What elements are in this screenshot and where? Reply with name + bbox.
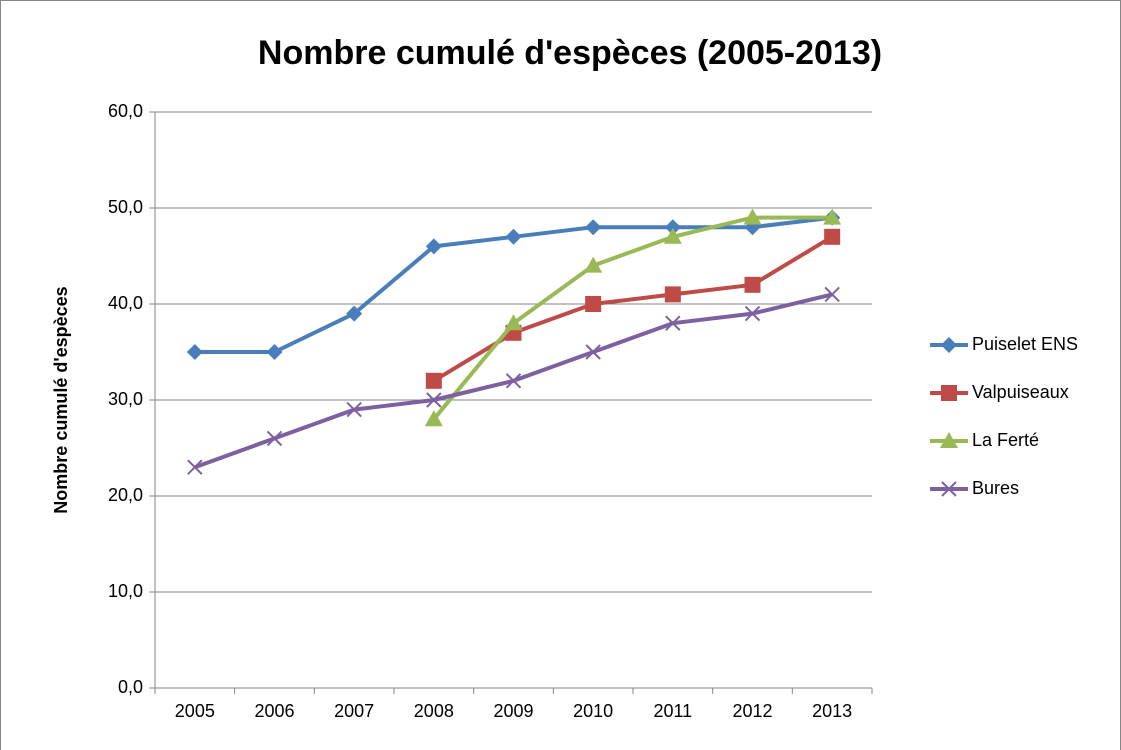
marker	[187, 459, 203, 475]
marker	[266, 344, 283, 360]
marker	[424, 410, 443, 427]
legend-marker	[941, 481, 957, 497]
marker	[425, 372, 442, 389]
y-tick-label: 0,0	[118, 677, 143, 697]
marker	[426, 392, 442, 408]
x-tick-label: 2006	[254, 701, 294, 721]
x-tick-label: 2009	[493, 701, 533, 721]
marker	[744, 305, 761, 322]
marker	[664, 219, 681, 236]
x-tick-label: 2011	[653, 701, 692, 721]
legend-label: Puiselet ENS	[972, 334, 1078, 354]
marker	[663, 227, 682, 244]
marker	[744, 276, 761, 293]
y-axis-label: Nombre cumulé d'espèces	[51, 286, 71, 513]
x-tick-label: 2013	[812, 701, 852, 721]
marker	[585, 219, 602, 236]
legend-marker	[941, 385, 957, 401]
legend-label: Bures	[972, 478, 1019, 498]
marker	[585, 296, 602, 312]
y-tick-label: 40,0	[108, 293, 143, 313]
marker	[505, 228, 522, 245]
marker	[346, 305, 363, 322]
marker	[505, 373, 522, 389]
marker	[425, 238, 442, 255]
x-tick-label: 2008	[414, 701, 454, 721]
marker	[346, 401, 362, 418]
legend-label: La Ferté	[972, 430, 1039, 450]
x-tick-label: 2005	[175, 701, 215, 721]
series-line	[432, 215, 833, 421]
marker	[824, 228, 841, 245]
y-tick-label: 10,0	[108, 581, 143, 601]
legend-marker	[940, 432, 958, 448]
marker	[585, 344, 601, 360]
chart-title: Nombre cumulé d'espèces (2005-2013)	[258, 34, 882, 72]
marker	[824, 286, 840, 303]
marker	[266, 430, 283, 447]
x-tick-label: 2012	[732, 701, 772, 721]
x-tick-label: 2007	[334, 701, 374, 721]
marker	[743, 208, 762, 225]
y-tick-label: 60,0	[108, 101, 143, 121]
marker	[664, 286, 681, 303]
legend-marker	[941, 337, 957, 353]
y-tick-label: 30,0	[108, 389, 143, 409]
marker	[665, 315, 681, 331]
y-tick-label: 50,0	[108, 197, 143, 217]
legend-label: Valpuiseaux	[972, 382, 1069, 402]
x-tick-label: 2010	[573, 701, 613, 721]
marker	[186, 344, 203, 360]
marker	[584, 256, 603, 273]
marker	[823, 208, 842, 225]
marker	[504, 314, 523, 331]
y-tick-label: 20,0	[108, 485, 143, 505]
